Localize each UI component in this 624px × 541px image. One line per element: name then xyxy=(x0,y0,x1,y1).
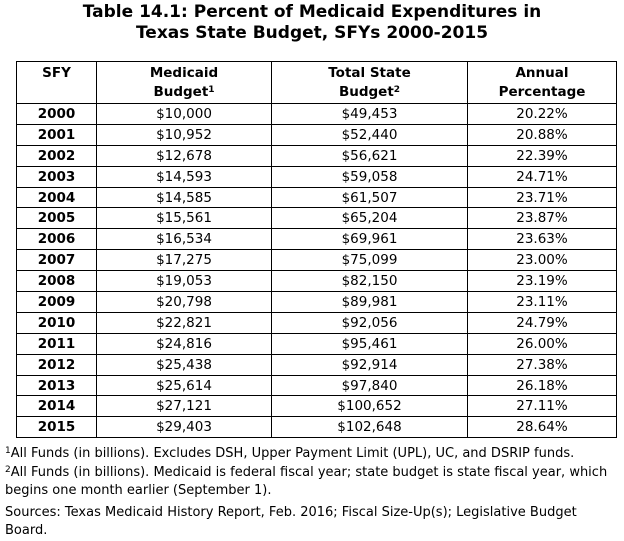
table-body: 2000 $10,000 $49,453 20.22% 2001 $10,952 $52,4… xyxy=(16,103,617,439)
table-row: 2002 $12,678 $56,621 22.39% xyxy=(16,144,617,167)
cell-medicaid-budget: $10,952 xyxy=(96,123,272,146)
cell-medicaid-budget: $27,121 xyxy=(96,395,272,418)
table-row: 2009 $20,798 $89,981 23.11% xyxy=(16,291,617,313)
table-row: 2001 $10,952 $52,440 20.88% xyxy=(16,123,617,146)
header-annual-percentage: Annual Percentage xyxy=(467,61,617,104)
cell-annual-percentage: 24.79% xyxy=(467,311,617,334)
cell-annual-percentage: 27.11% xyxy=(467,395,617,418)
cell-sfy: 2013 xyxy=(16,374,97,397)
cell-total-state-budget: $61,507 xyxy=(271,186,468,209)
table-title-line-1: Table 14.1: Percent of Medicaid Expendit… xyxy=(82,2,542,22)
cell-annual-percentage: 20.22% xyxy=(467,103,617,125)
cell-medicaid-budget: $25,438 xyxy=(96,353,272,376)
table-header-row: SFY Medicaid Budget1 Total State Budget2… xyxy=(16,61,617,104)
table-row: 2014 $27,121 $100,652 27.11% xyxy=(16,395,617,418)
cell-medicaid-budget: $25,614 xyxy=(96,374,272,397)
sources-note: Sources: Texas Medicaid History Report, … xyxy=(5,504,577,539)
table-row: 2007 $17,275 $75,099 23.00% xyxy=(16,249,617,272)
cell-sfy: 2003 xyxy=(16,165,97,188)
table-row: 2008 $19,053 $82,150 23.19% xyxy=(16,270,617,293)
cell-medicaid-budget: $14,585 xyxy=(96,186,272,209)
table-row: 2004 $14,585 $61,507 23.71% xyxy=(16,186,617,209)
cell-medicaid-budget: $10,000 xyxy=(96,103,272,125)
header-total-state-budget: Total State Budget2 xyxy=(271,61,468,104)
cell-total-state-budget: $95,461 xyxy=(271,332,468,355)
cell-annual-percentage: 23.11% xyxy=(467,291,617,313)
cell-total-state-budget: $69,961 xyxy=(271,228,468,251)
table-row: 2012 $25,438 $92,914 27.38% xyxy=(16,353,617,376)
header-sfy: SFY xyxy=(16,61,97,104)
cell-annual-percentage: 24.71% xyxy=(467,165,617,188)
cell-annual-percentage: 23.00% xyxy=(467,249,617,272)
cell-total-state-budget: $59,058 xyxy=(271,165,468,188)
footnote-1: 1All Funds (in billions). Excludes DSH, … xyxy=(5,446,575,461)
cell-sfy: 2015 xyxy=(16,416,97,439)
cell-medicaid-budget: $17,275 xyxy=(96,249,272,272)
cell-total-state-budget: $65,204 xyxy=(271,207,468,230)
header-medicaid-budget: Medicaid Budget1 xyxy=(96,61,272,104)
cell-annual-percentage: 22.39% xyxy=(467,144,617,167)
cell-sfy: 2014 xyxy=(16,395,97,418)
cell-annual-percentage: 26.18% xyxy=(467,374,617,397)
cell-sfy: 2007 xyxy=(16,249,97,272)
cell-annual-percentage: 23.63% xyxy=(467,228,617,251)
cell-total-state-budget: $92,056 xyxy=(271,311,468,334)
cell-medicaid-budget: $12,678 xyxy=(96,144,272,167)
cell-annual-percentage: 26.00% xyxy=(467,332,617,355)
cell-sfy: 2000 xyxy=(16,103,97,125)
cell-sfy: 2012 xyxy=(16,353,97,376)
cell-medicaid-budget: $19,053 xyxy=(96,270,272,293)
cell-medicaid-budget: $20,798 xyxy=(96,291,272,313)
cell-sfy: 2006 xyxy=(16,228,97,251)
table-row: 2005 $15,561 $65,204 23.87% xyxy=(16,207,617,230)
medicaid-expenditures-table: SFY Medicaid Budget1 Total State Budget2… xyxy=(16,61,617,439)
cell-annual-percentage: 20.88% xyxy=(467,123,617,146)
table-row: 2010 $22,821 $92,056 24.79% xyxy=(16,311,617,334)
table-title-line-2: Texas State Budget, SFYs 2000-2015 xyxy=(135,23,489,43)
cell-annual-percentage: 23.19% xyxy=(467,270,617,293)
table-footnotes: 1All Funds (in billions). Excludes DSH, … xyxy=(5,445,620,541)
cell-sfy: 2001 xyxy=(16,123,97,146)
footnote-marker: 2 xyxy=(393,85,401,95)
cell-sfy: 2008 xyxy=(16,270,97,293)
cell-sfy: 2002 xyxy=(16,144,97,167)
cell-medicaid-budget: $15,561 xyxy=(96,207,272,230)
footnote-2: 2All Funds (in billions). Medicaid is fe… xyxy=(5,464,608,499)
footnote-marker: 1 xyxy=(208,85,215,95)
cell-medicaid-budget: $14,593 xyxy=(96,165,272,188)
cell-annual-percentage: 27.38% xyxy=(467,353,617,376)
cell-total-state-budget: $89,981 xyxy=(271,291,468,313)
cell-medicaid-budget: $24,816 xyxy=(96,332,272,355)
table-row: 2006 $16,534 $69,961 23.63% xyxy=(16,228,617,251)
cell-medicaid-budget: $16,534 xyxy=(96,228,272,251)
cell-total-state-budget: $49,453 xyxy=(271,103,468,125)
cell-annual-percentage: 23.87% xyxy=(467,207,617,230)
table-row: 2003 $14,593 $59,058 24.71% xyxy=(16,165,617,188)
cell-total-state-budget: $56,621 xyxy=(271,144,468,167)
cell-total-state-budget: $82,150 xyxy=(271,270,468,293)
cell-total-state-budget: $97,840 xyxy=(271,374,468,397)
cell-sfy: 2011 xyxy=(16,332,97,355)
cell-medicaid-budget: $22,821 xyxy=(96,311,272,334)
cell-total-state-budget: $100,652 xyxy=(271,395,468,418)
cell-sfy: 2010 xyxy=(16,311,97,334)
cell-annual-percentage: 23.71% xyxy=(467,186,617,209)
table-row: 2015 $29,403 $102,648 28.64% xyxy=(16,416,617,439)
cell-total-state-budget: $75,099 xyxy=(271,249,468,272)
cell-sfy: 2004 xyxy=(16,186,97,209)
cell-total-state-budget: $92,914 xyxy=(271,353,468,376)
table-row: 2000 $10,000 $49,453 20.22% xyxy=(16,103,617,125)
cell-annual-percentage: 28.64% xyxy=(467,416,617,439)
cell-total-state-budget: $52,440 xyxy=(271,123,468,146)
table-row: 2013 $25,614 $97,840 26.18% xyxy=(16,374,617,397)
cell-medicaid-budget: $29,403 xyxy=(96,416,272,439)
cell-total-state-budget: $102,648 xyxy=(271,416,468,439)
cell-sfy: 2009 xyxy=(16,291,97,313)
table-row: 2011 $24,816 $95,461 26.00% xyxy=(16,332,617,355)
table-title: Table 14.1: Percent of Medicaid Expendit… xyxy=(0,2,624,44)
cell-sfy: 2005 xyxy=(16,207,97,230)
